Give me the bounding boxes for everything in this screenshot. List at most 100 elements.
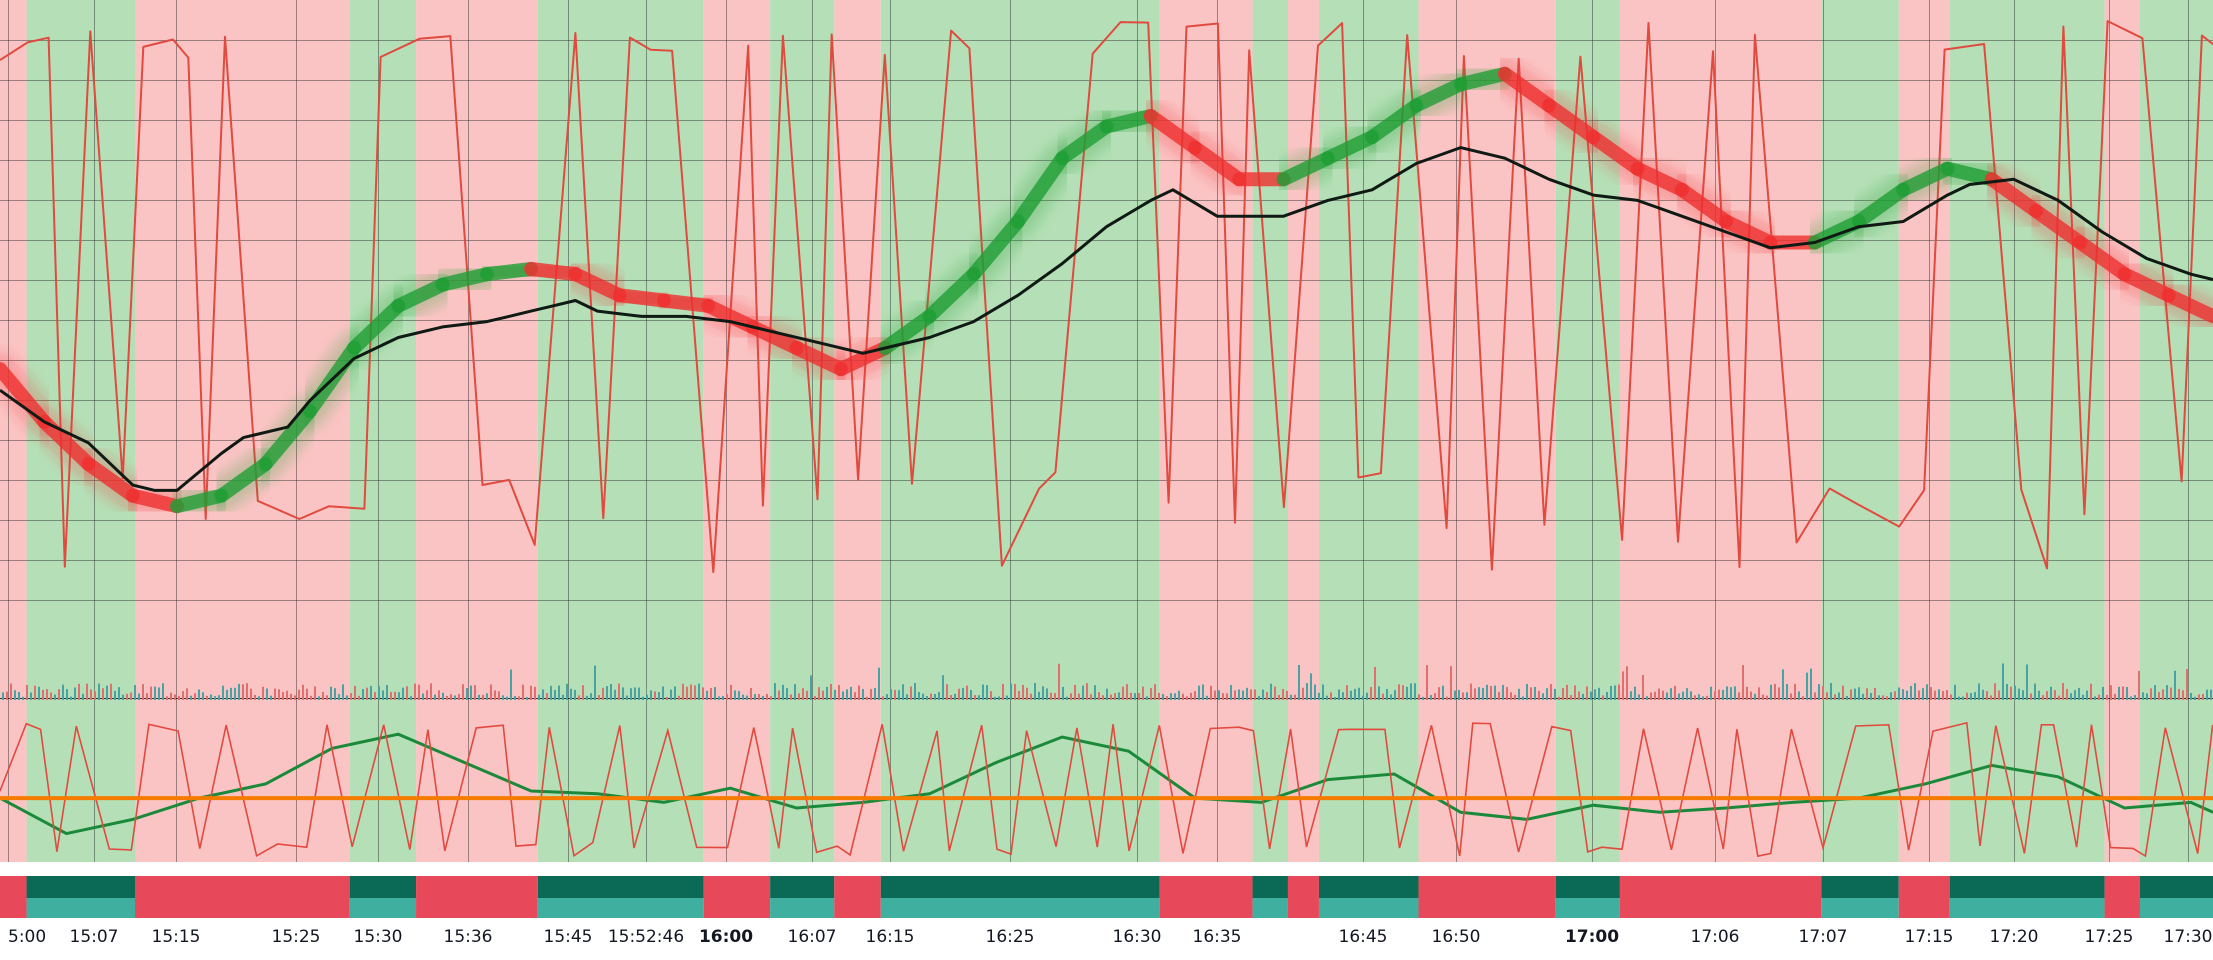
volume-bar [1474,688,1476,700]
volume-bar [386,684,388,700]
volume-bar [954,693,956,700]
volume-bar [662,686,664,700]
volume-bar [914,683,916,700]
volume-bar [1642,674,1644,700]
volume-bar [442,692,444,700]
volume-bar [994,696,996,700]
volume-bar [1890,692,1892,700]
volume-bar [426,690,428,700]
volume-bar [502,695,504,700]
volume-bar [1322,684,1324,700]
volume-bar [1594,689,1596,700]
regime-band-bull [1252,0,1288,862]
volume-bar [142,684,144,700]
regime-strip-segment-lower [1287,898,1319,918]
volume-bar [478,694,480,700]
x-tick-label: 15:52:46 [608,927,684,947]
volume-bar [838,684,840,700]
volume-bar [1294,694,1296,700]
volume-bar [1266,692,1268,700]
volume-bar [2066,688,2068,700]
volume-bar [1050,692,1052,700]
volume-bar [38,686,40,700]
volume-bar [722,696,724,700]
volume-bar [794,684,796,700]
volume-bar [778,690,780,700]
volume-bar [1554,688,1556,700]
volume-bar [1254,689,1256,700]
volume-bar [1550,684,1552,700]
regime-strip-segment [349,876,417,898]
volume-bar [598,695,600,700]
volume-bar [1490,685,1492,700]
volume-bar [218,695,220,700]
x-tick-label: 15:25 [272,927,321,947]
volume-bar [1038,691,1040,700]
volume-bar [1498,691,1500,700]
volume-bar [30,692,32,700]
volume-bar [190,695,192,700]
volume-bar [1858,687,1860,700]
volume-bar [1774,683,1776,700]
volume-bar [1354,688,1356,700]
x-tick-label: 16:07 [788,927,837,947]
volume-bar [498,691,500,700]
volume-bar [606,686,608,700]
volume-bar [330,686,332,700]
x-tick-label: 17:25 [2085,927,2134,947]
volume-bar [402,687,404,700]
volume-bar [858,685,860,700]
volume-bar [1198,685,1200,700]
regime-strip-segment-lower [1318,898,1419,918]
volume-bar [1974,691,1976,700]
volume-bar [698,683,700,700]
volume-bar [1030,693,1032,700]
volume-bar [2202,693,2204,700]
regime-band-bear [134,0,350,862]
volume-bar [1698,694,1700,700]
volume-bar [782,684,784,700]
volume-bar [466,687,468,700]
regime-band-bull [880,0,1160,862]
volume-bar [1566,684,1568,700]
volume-bar [1334,696,1336,700]
volume-bar [1382,693,1384,700]
volume-bar [34,685,36,700]
x-tick-label: 17:20 [1990,927,2039,947]
volume-bar [582,685,584,700]
volume-bar [1226,693,1228,700]
volume-bar [1370,687,1372,700]
volume-bar [422,693,424,700]
volume-bar [1746,686,1748,700]
volume-bar [522,684,524,700]
regime-strip-segment [2139,876,2213,898]
volume-bar [1510,692,1512,700]
volume-bar [326,695,328,700]
volume-bar [1450,666,1452,700]
volume-bar [1142,686,1144,700]
volume-bar [2130,696,2132,700]
volume-bar [590,693,592,700]
volume-bar [1090,694,1092,700]
volume-bar [1786,684,1788,700]
volume-bar [150,686,152,700]
volume-bar [1690,691,1692,700]
volume-bar [122,694,124,700]
volume-bar [1386,688,1388,700]
volume-bar [562,694,564,700]
volume-bar [1882,695,1884,700]
volume-bar [1902,689,1904,700]
volume-bar [1978,683,1980,700]
volume-bar [702,687,704,700]
volume-bar [2134,695,2136,700]
volume-bar [834,689,836,700]
volume-bar [1082,685,1084,700]
volume-bar [1234,690,1236,700]
volume-bar [1638,694,1640,700]
regime-strip-segment-lower [703,898,771,918]
volume-bar [14,690,16,700]
volume-bar [2178,688,2180,700]
volume-bar [278,689,280,700]
volume-bar [62,684,64,700]
volume-bar [86,683,88,700]
